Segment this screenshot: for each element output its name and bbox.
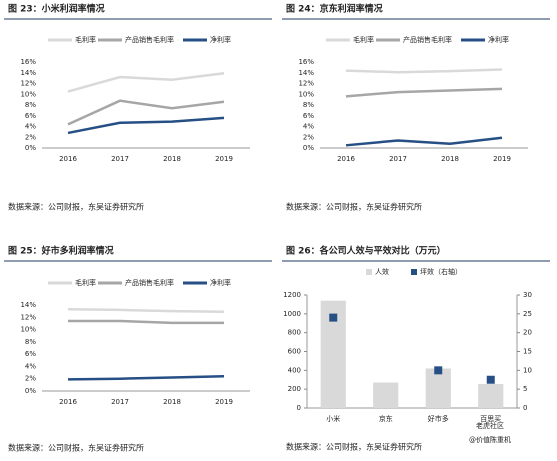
y-tick-label: 4%	[303, 123, 314, 131]
y-tick-label: 12%	[20, 313, 36, 321]
series-line	[345, 136, 503, 147]
legend-label: 坪效（右轴）	[420, 267, 462, 276]
x-tick-label: 2016	[59, 155, 77, 163]
legend-label: 毛利率	[75, 35, 96, 44]
x-tick-label: 2016	[59, 398, 77, 406]
x-tick-label: 2017	[111, 155, 129, 163]
series-line	[345, 68, 503, 74]
source-note: 数据来源：公司财报，东吴证券研究所	[286, 442, 422, 452]
legend-swatch	[411, 269, 417, 275]
x-tick-label: 2016	[337, 155, 355, 163]
y2-tick-label: 15	[523, 348, 532, 356]
series-line	[345, 87, 503, 98]
source-note: 数据来源：公司财报，东吴证券研究所	[286, 202, 422, 212]
y2-tick-label: 10	[523, 366, 532, 374]
x-tick-label: 2019	[215, 155, 233, 163]
y-tick-label: 10%	[20, 326, 36, 334]
y-tick-label: 400	[288, 366, 301, 374]
x-tick-label: 小米	[326, 414, 340, 423]
y-tick-label: 8%	[25, 101, 36, 109]
marker	[486, 375, 495, 384]
x-tick-label: 京东	[379, 414, 393, 423]
legend-label: 毛利率	[75, 278, 96, 287]
y-tick-label: 6%	[25, 350, 36, 358]
y2-tick-label: 20	[523, 329, 532, 337]
series-line	[67, 308, 225, 314]
y-tick-label: 6%	[303, 112, 314, 120]
y-tick-label: 600	[288, 348, 301, 356]
y-tick-label: 1000	[283, 310, 301, 318]
y-tick-label: 16%	[298, 58, 314, 66]
marker	[434, 366, 443, 375]
y-tick-label: 10%	[298, 90, 314, 98]
y2-tick-label: 0	[523, 404, 527, 412]
bar	[373, 382, 399, 408]
y-tick-label: 0%	[25, 387, 36, 395]
y-tick-label: 2%	[303, 133, 314, 141]
y2-tick-label: 25	[523, 310, 532, 318]
y-tick-label: 2%	[25, 375, 36, 383]
series-line	[67, 72, 225, 93]
chart-title: 图 25：好市多利润率情况	[8, 245, 114, 257]
legend-label: 净利率	[210, 278, 231, 287]
y-tick-label: 800	[288, 329, 301, 337]
x-tick-label: 2019	[493, 155, 511, 163]
x-tick-label: 2018	[163, 398, 181, 406]
y-tick-label: 4%	[25, 123, 36, 131]
chart-title: 图 23：小米利润率情况	[8, 3, 105, 15]
y2-tick-label: 30	[523, 291, 532, 299]
x-tick-label: 2017	[111, 398, 129, 406]
y-tick-label: 0%	[303, 144, 314, 152]
bar	[478, 383, 504, 408]
marker	[329, 313, 338, 322]
y-tick-label: 16%	[20, 58, 36, 66]
series-line	[67, 99, 225, 126]
series-line	[67, 116, 225, 135]
y-tick-label: 4%	[25, 362, 36, 370]
legend-label: 净利率	[488, 35, 509, 44]
legend-label: 产品销售毛利率	[125, 35, 174, 44]
y-tick-label: 14%	[298, 69, 314, 77]
series-line	[67, 375, 225, 381]
legend-label: 毛利率	[353, 35, 374, 44]
watermark: 老虎社区	[476, 421, 504, 430]
y-tick-label: 1200	[283, 291, 301, 299]
bar	[425, 368, 451, 408]
y-tick-label: 12%	[298, 80, 314, 88]
y-tick-label: 2%	[25, 133, 36, 141]
watermark: @价值陈重机	[469, 435, 511, 444]
series-line	[68, 319, 224, 325]
y-tick-label: 14%	[20, 301, 36, 309]
legend-swatch	[366, 269, 372, 275]
y-tick-label: 14%	[20, 69, 36, 77]
source-note: 数据来源：公司财报，东吴证券研究所	[8, 202, 144, 212]
legend-label: 产品销售毛利率	[125, 278, 174, 287]
y-tick-label: 0	[297, 404, 301, 412]
y-tick-label: 8%	[25, 338, 36, 346]
x-tick-label: 2017	[389, 155, 407, 163]
y-tick-label: 12%	[20, 80, 36, 88]
y2-tick-label: 5	[523, 385, 527, 393]
chart-title: 图 24：京东利润率情况	[286, 3, 383, 15]
y-tick-label: 6%	[25, 112, 36, 120]
y-tick-label: 0%	[25, 144, 36, 152]
x-tick-label: 2018	[163, 155, 181, 163]
chart-title: 图 26：各公司人效与平效对比（万元）	[286, 245, 446, 257]
legend-label: 净利率	[210, 35, 231, 44]
x-tick-label: 好市多	[428, 414, 449, 423]
y-tick-label: 10%	[20, 90, 36, 98]
legend-label: 人效	[375, 267, 389, 276]
y-tick-label: 200	[288, 385, 301, 393]
legend-label: 产品销售毛利率	[403, 35, 452, 44]
source-note: 数据来源：公司财报，东吴证券研究所	[8, 443, 144, 453]
x-tick-label: 百思买	[480, 415, 501, 423]
x-tick-label: 2019	[215, 398, 233, 406]
x-tick-label: 2018	[441, 155, 459, 163]
y-tick-label: 8%	[303, 101, 314, 109]
